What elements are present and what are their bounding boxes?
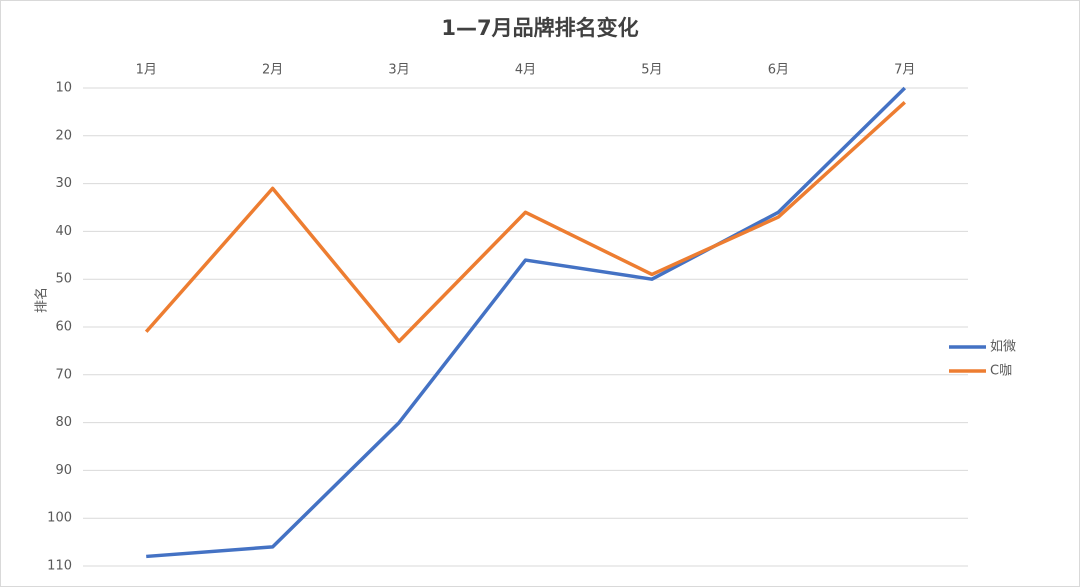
x-tick-label: 6月 <box>768 63 789 78</box>
line-series <box>146 86 907 559</box>
y-tick-label: 110 <box>47 559 72 574</box>
x-tick-label: 1月 <box>136 63 157 78</box>
y-axis-label: 排名 <box>34 287 50 313</box>
x-tick-label: 3月 <box>388 63 409 78</box>
y-tick-label: 10 <box>55 81 72 96</box>
y-tick-label: 50 <box>55 272 72 287</box>
y-tick-label: 80 <box>55 415 72 430</box>
y-tick-label: 70 <box>55 367 72 382</box>
y-tick-label: 90 <box>55 463 72 478</box>
y-tick-label: 60 <box>55 320 72 335</box>
y-tick-label: 30 <box>55 176 72 191</box>
line-series <box>144 101 906 344</box>
x-tick-label: 7月 <box>894 63 915 78</box>
y-tick-label: 20 <box>55 128 72 143</box>
legend-label: 如微 <box>990 339 1016 355</box>
legend-label: C咖 <box>990 364 1012 379</box>
y-tick-label: 100 <box>47 511 72 526</box>
x-tick-label: 2月 <box>262 63 283 78</box>
y-tick-label: 40 <box>55 224 72 239</box>
x-tick-label: 4月 <box>515 63 536 78</box>
x-tick-label: 5月 <box>641 63 662 78</box>
chart-title: 1—7月品牌排名变化 <box>441 16 638 40</box>
